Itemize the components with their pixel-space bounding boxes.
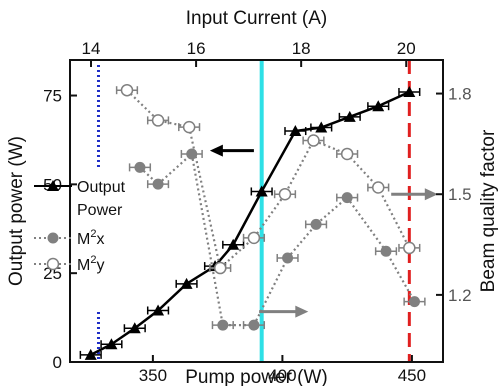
series-0-point-9 [315,121,328,133]
series-2-point-2 [182,120,196,134]
series-0-point-6 [227,238,240,250]
series-0-point-0 [84,348,97,360]
series-1-point-3 [217,319,229,331]
legend: Output Power M2x M2y [34,179,126,274]
series-1-point-9 [409,296,421,308]
arrow-1-head [424,188,438,201]
y-tick-label-0: 0 [53,353,62,372]
series-1-point-1 [152,178,164,190]
arrow-0-head [209,144,223,157]
series-1-point-2 [186,148,198,160]
series-2-point-1 [151,114,165,127]
y2-tick-label-2: 1.8 [448,85,472,104]
legend-m2x-m: M [77,231,90,248]
legend-m2y-m: M [77,257,90,274]
series-1-point-5 [282,252,294,264]
series-1-point-4 [248,319,260,331]
legend-m2y-label: M2y [77,254,104,274]
y2-tick-label-1: 1.5 [448,185,472,204]
series-0-point-12 [403,85,416,97]
series-0-point-7 [255,185,268,197]
series-0-point-4 [180,277,193,289]
series-2-line [126,89,411,271]
x-tick-label-2: 450 [398,366,426,385]
series-1-point-8 [380,245,392,257]
series-2-point-9 [403,241,416,255]
top-tick-label-0: 14 [82,39,101,58]
legend-m2y-marker [46,257,60,271]
series-2-point-0 [120,83,134,97]
series-2-point-3 [213,261,227,275]
x-tick-label-0: 350 [139,366,167,385]
legend-m2x-label: M2x [77,228,104,248]
legend-output-marker [47,180,59,191]
series-1-point-7 [341,192,353,204]
series-0-point-2 [128,322,141,334]
series-2-point-5 [278,187,292,201]
series-2-point-4 [247,231,261,245]
x-tick-label-1: 400 [268,366,296,385]
arrow-layer [209,144,438,318]
legend-m2x-sub: x [96,231,104,248]
series-1-point-6 [310,218,322,230]
y2-axis-label: Beam quality factor [478,129,499,292]
ticks-layer: 3504004501416182002550751.21.51.8 [43,39,472,385]
legend-output-label-2: Power [77,202,123,219]
series-0-point-10 [343,110,356,122]
legend-m2y-sup: 2 [90,254,96,266]
plot-frame [69,59,444,363]
series-0-point-11 [372,100,385,112]
series-2-point-8 [371,181,385,194]
arrow-2-head [295,305,309,318]
y2-tick-label-0: 1.2 [448,286,472,305]
x-axis-label: Pump power (W) [185,367,328,386]
reference-lines [96,60,411,362]
legend-output-label-1: Output [77,179,126,196]
series-0-point-3 [152,304,165,316]
top-tick-label-3: 20 [397,39,416,58]
y-tick-label-1: 25 [43,264,62,283]
y-tick-label-3: 75 [43,87,62,106]
series-1-point-0 [134,161,146,173]
series-layer [79,83,426,360]
top-tick-label-2: 18 [292,39,311,58]
top-tick-label-1: 16 [187,39,206,58]
y-axis-label: Output power (W) [6,136,27,286]
series-0-line [90,90,410,357]
legend-m2x-marker [47,232,59,244]
series-1-line [139,151,416,327]
legend-m2y-sub: y [96,257,104,274]
top-axis-label: Input Current (A) [186,8,328,29]
legend-m2x-sup: 2 [90,228,96,240]
series-2-point-6 [307,134,320,147]
series-2-point-7 [340,147,354,161]
series-0-point-1 [105,338,118,350]
series-0-point-8 [289,125,302,137]
